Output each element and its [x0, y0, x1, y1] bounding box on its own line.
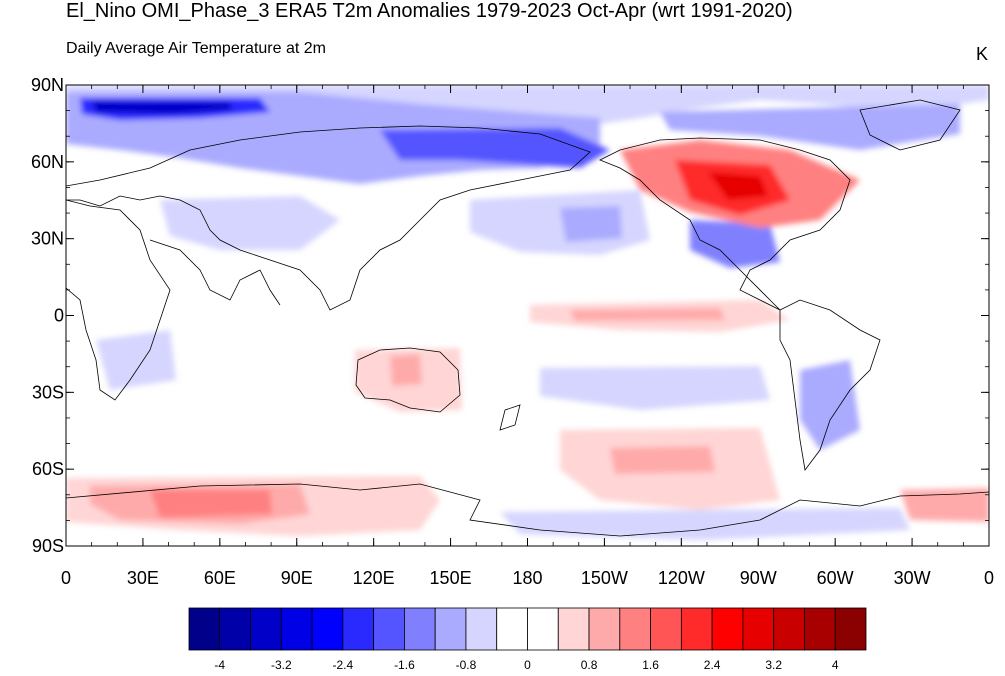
coast-south-america [779, 299, 881, 471]
colorbar-swatch [342, 607, 375, 651]
anomaly-west-antarctica [500, 508, 910, 540]
anomaly-siberia-core [92, 101, 232, 114]
anomaly-east-antarctica-core [150, 490, 272, 518]
colorbar-tick-label: 0 [524, 658, 531, 672]
anomaly-field [66, 85, 989, 540]
anomaly-southern-ocean-core [610, 446, 715, 474]
latitude-tick-label: 0 [54, 306, 64, 326]
longitude-tick-label: 120E [353, 568, 395, 588]
anomaly-weddell-warm [900, 488, 989, 522]
colorbar-swatch [280, 607, 313, 651]
anomaly-africa-spots [96, 330, 176, 390]
colorbar-swatch [219, 607, 251, 651]
colorbar-tick-label: -4 [214, 658, 225, 672]
coast-greenland [859, 99, 961, 151]
colorbar-swatch [773, 607, 805, 651]
anomaly-north-pacific-core [560, 206, 622, 242]
latitude-tick-label: 60N [31, 152, 64, 172]
colorbar-swatch [588, 607, 621, 651]
longitude-tick-label: 30E [127, 568, 159, 588]
colorbar-swatch [527, 607, 559, 651]
longitude-tick-label: 150W [581, 568, 628, 588]
anomaly-canadian-arctic [660, 104, 960, 150]
latitude-tick-label: 90N [31, 75, 64, 95]
colorbar-swatch [404, 607, 436, 651]
colorbar-tick-label: -3.2 [271, 658, 292, 672]
longitude-tick-label: 90E [281, 568, 313, 588]
coast-antarctica [66, 483, 989, 537]
colorbar-swatch [188, 607, 221, 651]
latitude-tick-label: 90S [32, 536, 64, 556]
anomaly-south-america-cold [800, 360, 860, 450]
longitude-tick-label: 60W [817, 568, 854, 588]
colorbar-tick-label: 4 [832, 658, 839, 672]
colorbar-swatch [834, 607, 867, 651]
longitude-tick-label: 60E [204, 568, 236, 588]
colorbar-swatch [465, 607, 498, 651]
coast-eurasia [66, 125, 591, 311]
latitude-tick-label: 30S [32, 382, 64, 402]
anomaly-us-south [690, 220, 780, 268]
colorbar-swatch [557, 607, 590, 651]
coast-australia [355, 347, 461, 413]
colorbar-swatch [434, 607, 467, 651]
longitude-tick-label: 150E [430, 568, 472, 588]
colorbar-swatch [680, 607, 713, 651]
colorbar-swatch [804, 607, 836, 651]
colorbar-tick-label: -2.4 [333, 658, 354, 672]
colorbar-swatch [619, 607, 651, 651]
coast-new-zealand [499, 404, 521, 431]
longitude-tick-label: 0 [61, 568, 71, 588]
colorbar-tick-label: -1.6 [394, 658, 415, 672]
coastlines [66, 99, 989, 537]
anomaly-east-siberia [380, 128, 610, 168]
colorbar-swatch [373, 607, 405, 651]
latitude-tick-label: 30N [31, 229, 64, 249]
colorbar: -4 -3.2 -2.4 -1.6 -0.8 0 0.8 1.6 2.4 3.2 4 [188, 607, 867, 672]
longitude-tick-label: 120W [658, 568, 705, 588]
anomaly-enso-core [570, 308, 725, 321]
colorbar-tick-label: -0.8 [456, 658, 477, 672]
colorbar-swatch [650, 607, 682, 651]
longitude-labels: 0 30E 60E 90E 120E 150E 180 150W 120W 90W 60W 30W 0 [61, 85, 994, 588]
anomaly-canada-peak [708, 172, 768, 200]
colorbar-swatch [250, 607, 282, 651]
colorbar-tick-label: 3.2 [765, 658, 782, 672]
longitude-tick-label: 0 [984, 568, 994, 588]
colorbar-swatch [711, 607, 744, 651]
anomaly-asia-patch [160, 196, 340, 250]
latitude-tick-label: 60S [32, 459, 64, 479]
coast-north-america [599, 137, 851, 311]
colorbar-tick-label: 0.8 [581, 658, 598, 672]
longitude-tick-label: 180 [512, 568, 542, 588]
colorbar-swatch [496, 607, 528, 651]
colorbar-tick-label: 2.4 [704, 658, 721, 672]
longitude-tick-label: 90W [740, 568, 777, 588]
map-title: El_Nino OMI_Phase_3 ERA5 T2m Anomalies 1… [66, 0, 793, 22]
anomaly-australia-core [390, 354, 422, 386]
latitude-labels: 90N 60N 30N 0 30S 60S 90S [31, 75, 989, 556]
colorbar-swatch [742, 607, 775, 651]
units-label: K [975, 44, 988, 64]
coast-africa [66, 199, 171, 401]
colorbar-swatch [311, 607, 344, 651]
map-subtitle: Daily Average Air Temperature at 2m [66, 40, 326, 57]
longitude-tick-label: 30W [894, 568, 931, 588]
colorbar-tick-label: 1.6 [642, 658, 659, 672]
coast-arabia-india [149, 239, 281, 306]
anomaly-south-pacific-cold [540, 366, 770, 410]
